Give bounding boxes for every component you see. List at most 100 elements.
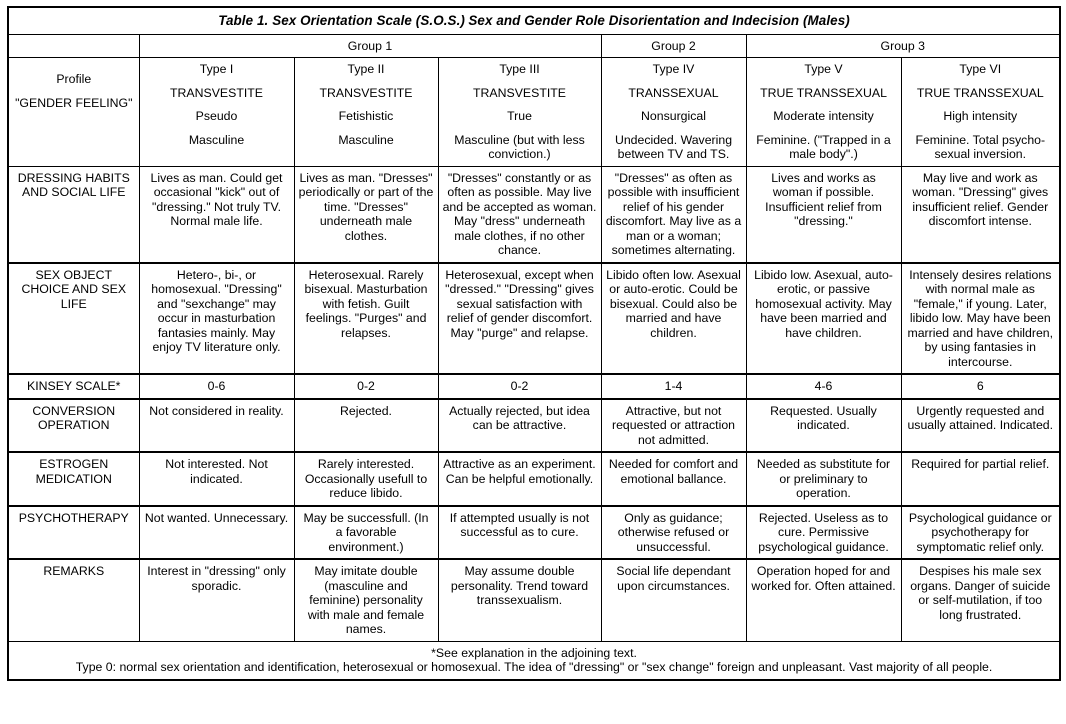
table-cell: 0-2: [437, 373, 602, 400]
table-cell: Heterosexual. Rarely bisexual. Masturbat…: [293, 262, 439, 376]
profile-cell-type-3: Type III TRANSVESTITE True Masculine (bu…: [437, 57, 602, 167]
table-cell: Libido often low. Asexual or auto-erotic…: [600, 262, 747, 376]
table-cell: Not wanted. Unnecessary.: [138, 505, 295, 561]
table-cell: May live and work as woman. "Dressing" g…: [900, 165, 1061, 264]
table-cell: Heterosexual, except when "dressed." "Dr…: [437, 262, 602, 376]
profile-category: TRANSVESTITE: [319, 85, 413, 100]
profile-type: Type IV: [652, 62, 695, 77]
profile-gender-feeling: Masculine: [188, 132, 245, 147]
group-header-row: Group 1 Group 2 Group 3: [7, 33, 1061, 59]
footnote-row: *See explanation in the adjoining text. …: [7, 640, 1061, 681]
table-title-line-2: Sex and Gender Role Disorientation and I…: [468, 13, 850, 28]
table-cell: May imitate double (masculine and femini…: [293, 558, 439, 642]
table-cell: "Dresses" constantly or as often as poss…: [437, 165, 602, 264]
table-cell: Hetero-, bi-, or homosexual. "Dressing" …: [138, 262, 295, 376]
table-title-line-1: Table 1. Sex Orientation Scale (S.O.S.): [218, 13, 465, 28]
profile-gender-feeling: Feminine. Total psycho-sexual inversion.: [915, 132, 1046, 162]
footnote-line-1: *See explanation in the adjoining text.: [431, 645, 637, 660]
profile-cell-type-1: Type I TRANSVESTITE Pseudo Masculine: [138, 57, 295, 167]
table-cell: Rarely interested. Occasionally usefull …: [293, 451, 439, 507]
table-cell: 4-6: [745, 373, 902, 400]
row-header-conversion-operation: CONVERSION OPERATION: [7, 398, 140, 454]
table-cell: Rejected.: [293, 398, 439, 454]
sos-table: Table 1. Sex Orientation Scale (S.O.S.) …: [7, 6, 1062, 681]
group-header-group-2: Group 2: [600, 33, 747, 59]
profile-qualifier: Pseudo: [195, 109, 238, 124]
profile-type: Type II: [347, 62, 385, 77]
table-row: KINSEY SCALE* 0-6 0-2 0-2 1-4 4-6 6: [7, 373, 1061, 400]
table-cell: Actually rejected, but idea can be attra…: [437, 398, 602, 454]
profile-qualifier: Moderate intensity: [773, 109, 874, 124]
profile-cell-type-2: Type II TRANSVESTITE Fetishistic Masculi…: [293, 57, 439, 167]
profile-label-line-2: "GENDER FEELING": [15, 95, 133, 110]
table-title-row: Table 1. Sex Orientation Scale (S.O.S.) …: [7, 6, 1061, 35]
table-cell: May assume double personality. Trend tow…: [437, 558, 602, 642]
table-row: CONVERSION OPERATION Not considered in r…: [7, 398, 1061, 454]
table-cell: 1-4: [600, 373, 747, 400]
profile-gender-feeling: Feminine. ("Trapped in a male body".): [756, 132, 891, 162]
table-cell: Requested. Usually indicated.: [745, 398, 902, 454]
table-cell: Lives as man. Could get occasional "kick…: [138, 165, 295, 264]
profile-cell-type-5: Type V TRUE TRANSSEXUAL Moderate intensi…: [745, 57, 902, 167]
profile-type: Type III: [499, 62, 540, 77]
table-row: ESTROGEN MEDICATION Not interested. Not …: [7, 451, 1061, 507]
table-cell: 6: [900, 373, 1061, 400]
profile-category: TRUE TRANSSEXUAL: [916, 85, 1044, 100]
table-cell: Intensely desires relations with normal …: [900, 262, 1061, 376]
profile-qualifier: Fetishistic: [338, 109, 394, 124]
table-row: SEX OBJECT CHOICE AND SEX LIFE Hetero-, …: [7, 262, 1061, 376]
group-header-blank: [7, 33, 140, 59]
table-cell: Operation hoped for and worked for. Ofte…: [745, 558, 902, 642]
profile-qualifier: Nonsurgical: [641, 109, 706, 124]
table-cell: Libido low. Asexual, auto-erotic, or pas…: [745, 262, 902, 376]
row-header-kinsey-scale: KINSEY SCALE*: [7, 373, 140, 400]
table-cell: Urgently requested and usually attained.…: [900, 398, 1061, 454]
table-cell: Lives and works as woman if possible. In…: [745, 165, 902, 264]
table-cell: Required for partial relief.: [900, 451, 1061, 507]
footnote-line-2: Type 0: normal sex orientation and ident…: [75, 660, 993, 675]
profile-category: TRANSVESTITE: [473, 85, 566, 100]
table-cell: Attractive, but not requested or attract…: [600, 398, 747, 454]
table-cell: Rejected. Useless as to cure. Permissive…: [745, 505, 902, 561]
table-cell: Lives as man. "Dresses" periodically or …: [293, 165, 439, 264]
table-cell: Despises his male sex organs. Danger of …: [900, 558, 1061, 642]
table-row: DRESSING HABITS AND SOCIAL LIFE Lives as…: [7, 165, 1061, 264]
table-row: REMARKS Interest in "dressing" only spor…: [7, 558, 1061, 642]
profile-category: TRANSSEXUAL: [628, 85, 719, 100]
table-cell: Only as guidance; otherwise refused or u…: [600, 505, 747, 561]
table-cell: Needed as substitute for or preliminary …: [745, 451, 902, 507]
row-header-remarks: REMARKS: [7, 558, 140, 642]
table-row: PSYCHOTHERAPY Not wanted. Unnecessary. M…: [7, 505, 1061, 561]
profile-qualifier: True: [507, 109, 532, 124]
row-header-sex-object-choice: SEX OBJECT CHOICE AND SEX LIFE: [7, 262, 140, 376]
profile-category: TRANSVESTITE: [170, 85, 263, 100]
table-cell: Needed for comfort and emotional ballanc…: [600, 451, 747, 507]
profile-qualifier: High intensity: [943, 109, 1018, 124]
profile-cell-type-6: Type VI TRUE TRANSSEXUAL High intensity …: [900, 57, 1061, 167]
table-cell: May be successfull. (In a favorable envi…: [293, 505, 439, 561]
group-header-group-3: Group 3: [745, 33, 1061, 59]
profile-type: Type V: [804, 62, 843, 77]
table-cell: Interest in "dressing" only sporadic.: [138, 558, 295, 642]
profile-gender-feeling: Undecided. Wavering between TV and TS.: [614, 132, 733, 162]
footnote-cell: *See explanation in the adjoining text. …: [7, 640, 1061, 681]
group-header-group-1: Group 1: [138, 33, 602, 59]
profile-type: Type VI: [959, 62, 1002, 77]
table-cell: Social life dependant upon circumstances…: [600, 558, 747, 642]
table-cell: Not considered in reality.: [138, 398, 295, 454]
profile-gender-feeling: Masculine: [338, 132, 394, 147]
profile-category: TRUE TRANSSEXUAL: [760, 85, 887, 100]
profile-row: Profile "GENDER FEELING" Type I TRANSVES…: [7, 57, 1061, 167]
profile-label-line-1: Profile: [56, 72, 92, 87]
table-cell: If attempted usually is not successful a…: [437, 505, 602, 561]
table-cell: Psychological guidance or psychotherapy …: [900, 505, 1061, 561]
row-header-estrogen-medication: ESTROGEN MEDICATION: [7, 451, 140, 507]
table-title-cell: Table 1. Sex Orientation Scale (S.O.S.) …: [7, 6, 1061, 35]
row-header-profile: Profile "GENDER FEELING": [7, 57, 140, 167]
table-cell: 0-6: [138, 373, 295, 400]
table-cell: 0-2: [293, 373, 439, 400]
profile-gender-feeling: Masculine (but with less conviction.): [454, 132, 585, 162]
table-cell: Not interested. Not indicated.: [138, 451, 295, 507]
profile-type: Type I: [199, 62, 234, 77]
